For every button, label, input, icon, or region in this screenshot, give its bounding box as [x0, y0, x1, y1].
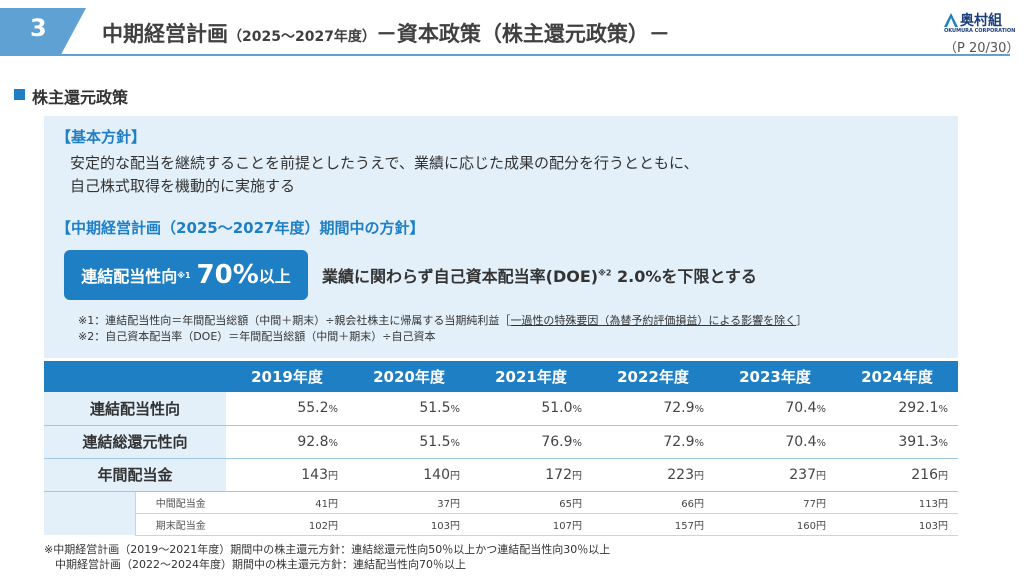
year-header: 2024年度 [836, 361, 958, 392]
year-header: 2022年度 [592, 361, 714, 392]
table-cell: 77円 [714, 491, 836, 514]
table-cell: 37円 [348, 491, 470, 514]
basic-policy-line: 安定的な配当を継続することを前提としたうえで、業績に応じた成果の配分を行うととも… [70, 154, 699, 172]
table-subrow: 期末配当金 102円 103円 107円 157円 160円 103円 [44, 513, 958, 536]
table-cell: 216円 [836, 458, 958, 492]
table-row: 連結総還元性向 92.8% 51.5% 76.9% 72.9% 70.4% 39… [44, 425, 958, 459]
doe-mark: ※2 [598, 268, 612, 278]
year-header: 2021年度 [470, 361, 592, 392]
footnote-line: ※中期経営計画（2019～2021年度）期間中の株主還元方針：連結総還元性向50… [44, 543, 611, 556]
table-row: 連結配当性向 55.2% 51.5% 51.0% 72.9% 70.4% 292… [44, 392, 958, 426]
table-cell: 391.3% [836, 425, 958, 459]
page-title: 中期経営計画（2025～2027年度）－資本政策（株主還元政策）－ [102, 18, 670, 48]
row-label: 連結配当性向 [44, 392, 226, 426]
table-cell: 51.5% [348, 425, 470, 459]
year-header: 2023年度 [714, 361, 836, 392]
policy-panel [44, 116, 958, 358]
year-header: 2019年度 [226, 361, 348, 392]
subrow-indent [44, 491, 135, 513]
policy-notes: ※1：連結配当性向＝年間配当総額（中間＋期末）÷親会社株主に帰属する当期純利益［… [78, 313, 807, 345]
table-cell: 92.8% [226, 425, 348, 459]
row-label: 年間配当金 [44, 458, 226, 492]
year-header: 2020年度 [348, 361, 470, 392]
footnote-line: 中期経営計画（2022～2024年度）期間中の株主還元方針：連結配当性向70％以… [44, 558, 466, 571]
badge-suffix: 以上 [258, 267, 291, 286]
footnote: ※中期経営計画（2019～2021年度）期間中の株主還元方針：連結総還元性向50… [44, 542, 610, 572]
table-cell: 143円 [226, 458, 348, 492]
company-name: 奥村組 [960, 13, 1002, 29]
plan-policy-heading: 【中期経営計画（2025～2027年度）期間中の方針】 [56, 219, 425, 237]
company-logo: 奥村組 OKUMURA CORPORATION [944, 10, 1016, 34]
table-cell: 76.9% [470, 425, 592, 459]
doe-text-2: 2.0%を下限とする [611, 267, 757, 286]
table-cell: 70.4% [714, 425, 836, 459]
note-2: ※2：自己資本配当率（DOE）＝年間配当総額（中間＋期末）÷自己資本 [78, 330, 436, 343]
header-divider [60, 54, 1010, 56]
company-name-en: OKUMURA CORPORATION [944, 28, 1016, 34]
table-row: 年間配当金 143円 140円 172円 223円 237円 216円 [44, 458, 958, 492]
subrow-label: 期末配当金 [134, 513, 226, 536]
section-number: 3 [30, 14, 47, 42]
dividend-table: 2019年度 2020年度 2021年度 2022年度 2023年度 2024年… [44, 361, 958, 536]
note-1-main: ※1：連結配当性向＝年間配当総額（中間＋期末）÷親会社株主に帰属する当期純利益［ [78, 314, 511, 327]
table-cell: 292.1% [836, 392, 958, 426]
table-cell: 113円 [836, 491, 958, 514]
title-period: （2025～2027年度） [228, 29, 376, 45]
table-cell: 157円 [592, 513, 714, 536]
badge-label: 連結配当性向 [81, 267, 178, 286]
note-1-underlined: 一過性の特殊要因（為替予約評価損益）による影響を除く [510, 314, 797, 327]
table-cell: 51.5% [348, 392, 470, 426]
table-header-row: 2019年度 2020年度 2021年度 2022年度 2023年度 2024年… [44, 361, 958, 392]
table-subrow: 中間配当金 41円 37円 65円 66円 77円 113円 [44, 491, 958, 514]
table-cell: 107円 [470, 513, 592, 536]
table-cell: 103円 [836, 513, 958, 536]
badge-value: 70% [196, 260, 259, 290]
table-cell: 223円 [592, 458, 714, 492]
table-cell: 160円 [714, 513, 836, 536]
logo-mark-icon [944, 13, 958, 27]
table-cell: 55.2% [226, 392, 348, 426]
table-cell: 102円 [226, 513, 348, 536]
section-bullet [14, 89, 25, 100]
table-cell: 66円 [592, 491, 714, 514]
subrow-indent [44, 513, 135, 535]
title-rest: －資本政策（株主還元政策）－ [375, 22, 670, 46]
badge-mark: ※1 [177, 270, 191, 280]
subrow-label: 中間配当金 [134, 491, 226, 514]
table-cell: 140円 [348, 458, 470, 492]
table-cell: 237円 [714, 458, 836, 492]
doe-text-1: 業績に関わらず自己資本配当率(DOE) [322, 267, 599, 286]
table-cell: 65円 [470, 491, 592, 514]
note-1-end: ］ [796, 314, 808, 327]
payout-ratio-badge: 連結配当性向 ※1 70% 以上 [64, 250, 308, 300]
note-1: ※1：連結配当性向＝年間配当総額（中間＋期末）÷親会社株主に帰属する当期純利益［… [78, 313, 807, 329]
doe-policy-text: 業績に関わらず自己資本配当率(DOE)※2 2.0%を下限とする [322, 263, 757, 287]
page-number: （P 20/30） [944, 41, 1020, 56]
table-cell: 70.4% [714, 392, 836, 426]
basic-policy-text: 安定的な配当を継続することを前提としたうえで、業績に応じた成果の配分を行うととも… [70, 152, 699, 198]
table-header-blank [44, 361, 226, 392]
section-title: 株主還元政策 [32, 88, 129, 107]
basic-policy-line: 自己株式取得を機動的に実施する [70, 177, 296, 195]
title-main: 中期経営計画 [102, 22, 228, 46]
table-cell: 51.0% [470, 392, 592, 426]
table-cell: 103円 [348, 513, 470, 536]
table-cell: 72.9% [592, 425, 714, 459]
basic-policy-heading: 【基本方針】 [56, 128, 147, 146]
table-cell: 172円 [470, 458, 592, 492]
table-cell: 41円 [226, 491, 348, 514]
table-cell: 72.9% [592, 392, 714, 426]
row-label: 連結総還元性向 [44, 425, 226, 459]
